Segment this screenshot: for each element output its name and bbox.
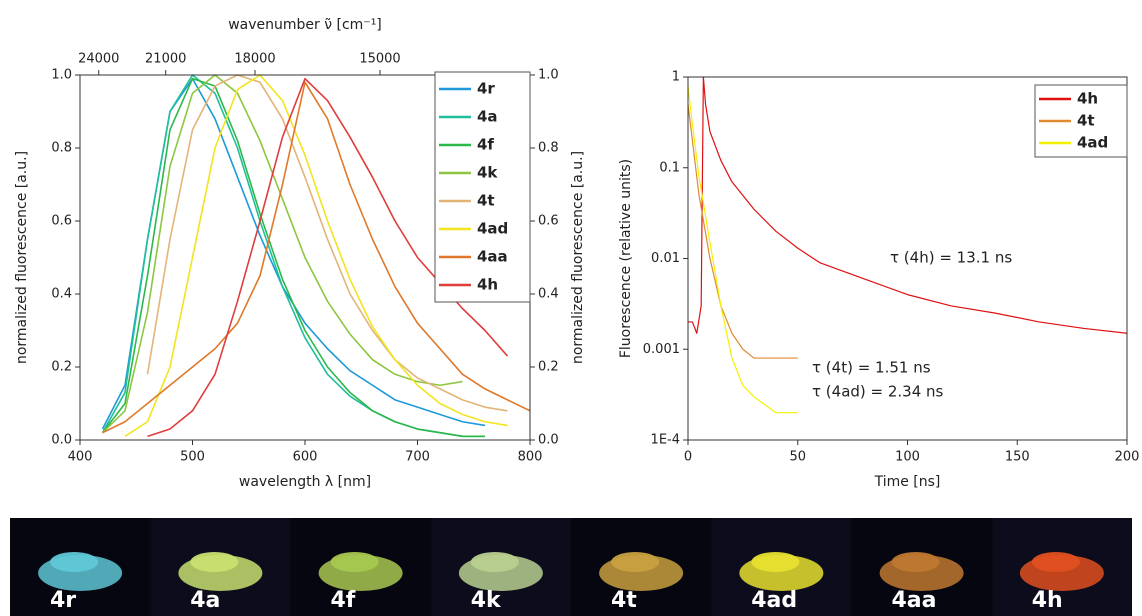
y-tick-label: 0.2: [51, 360, 72, 375]
annotation: τ (4h) = 13.1 ns: [890, 249, 1012, 267]
x-tick-label: 700: [405, 450, 430, 465]
x-tick-label: 50: [789, 450, 806, 465]
sample-powder-top: [190, 552, 239, 572]
photo-label: 4f: [331, 588, 356, 613]
y-tick-label: 0.001: [643, 342, 680, 357]
photo-label: 4h: [1032, 588, 1063, 613]
y2-axis-label: normalized fluorescence [a.u.]: [570, 151, 586, 364]
annotation: τ (4ad) = 2.34 ns: [812, 383, 944, 401]
sample-powder-top: [470, 552, 519, 572]
y-tick-label: 1: [672, 70, 680, 85]
x-tick-label: 100: [895, 450, 920, 465]
x2-tick-label: 15000: [359, 52, 400, 67]
y-tick-label: 0.6: [51, 214, 72, 229]
legend-label: 4h: [477, 276, 498, 294]
series-line: [688, 104, 798, 359]
x-tick-label: 600: [293, 450, 318, 465]
sample-powder-top: [330, 552, 379, 572]
x2-tick-label: 21000: [145, 52, 186, 67]
legend-label: 4ad: [477, 220, 508, 238]
x-tick-label: 200: [1115, 450, 1140, 465]
x-axis-label: wavelength λ [nm]: [239, 474, 371, 490]
x-tick-label: 800: [518, 450, 543, 465]
x2-tick-label: 24000: [78, 52, 119, 67]
x2-axis-label: wavenumber ν̃ [cm⁻¹]: [228, 17, 382, 33]
x-tick-label: 0: [684, 450, 692, 465]
legend-label: 4f: [477, 136, 494, 154]
y2-tick-label: 0.6: [538, 214, 559, 229]
y-tick-label: 0.8: [51, 141, 72, 156]
legend-label: 4aa: [477, 248, 508, 266]
sample-powder-top: [751, 552, 800, 572]
y2-tick-label: 0.2: [538, 360, 559, 375]
photo-label: 4aa: [892, 588, 937, 613]
series-line: [101, 74, 463, 434]
sample-powder-top: [1031, 552, 1080, 572]
legend-label: 4ad: [1077, 134, 1108, 152]
y2-tick-label: 0.0: [538, 433, 559, 448]
y-tick-label: 1.0: [51, 68, 72, 83]
y-tick-label: 0.1: [659, 160, 680, 175]
sample-powder-top: [50, 552, 99, 572]
photo-label: 4ad: [751, 588, 797, 613]
legend-label: 4t: [477, 192, 495, 210]
x-tick-label: 150: [1005, 450, 1030, 465]
y-tick-label: 0.0: [51, 433, 72, 448]
legend-label: 4r: [477, 80, 495, 98]
series-line: [688, 76, 1127, 334]
photo-label: 4t: [611, 588, 637, 613]
sample-powder-top: [611, 552, 660, 572]
x-tick-label: 400: [68, 450, 93, 465]
photo-label: 4a: [190, 588, 220, 613]
y2-tick-label: 0.4: [538, 287, 559, 302]
legend-label: 4t: [1077, 112, 1095, 130]
legend-label: 4a: [477, 108, 498, 126]
series-line: [688, 85, 798, 414]
y-tick-label: 0.01: [651, 251, 680, 266]
series-line: [146, 74, 508, 412]
legend-label: 4k: [477, 164, 498, 182]
x-tick-label: 500: [180, 450, 205, 465]
series-line: [102, 81, 530, 434]
plot-frame: [687, 76, 1128, 441]
y-axis-label: normalized fluorescence [a.u.]: [14, 151, 30, 364]
y2-tick-label: 0.8: [538, 141, 559, 156]
y-tick-label: 0.4: [51, 287, 72, 302]
x-axis-label: Time [ns]: [874, 474, 941, 490]
y-tick-label: 1E-4: [651, 433, 680, 448]
annotation: τ (4t) = 1.51 ns: [812, 359, 931, 377]
y-axis-label: Fluorescence (relative units): [618, 159, 634, 358]
legend-box: [434, 71, 531, 303]
photo-label: 4k: [471, 588, 502, 613]
x2-tick-label: 18000: [234, 52, 275, 67]
legend-label: 4h: [1077, 90, 1098, 108]
sample-powder-top: [891, 552, 940, 572]
y2-tick-label: 1.0: [538, 68, 559, 83]
series-line: [124, 74, 508, 438]
photo-label: 4r: [50, 588, 76, 613]
series-line: [101, 77, 485, 438]
